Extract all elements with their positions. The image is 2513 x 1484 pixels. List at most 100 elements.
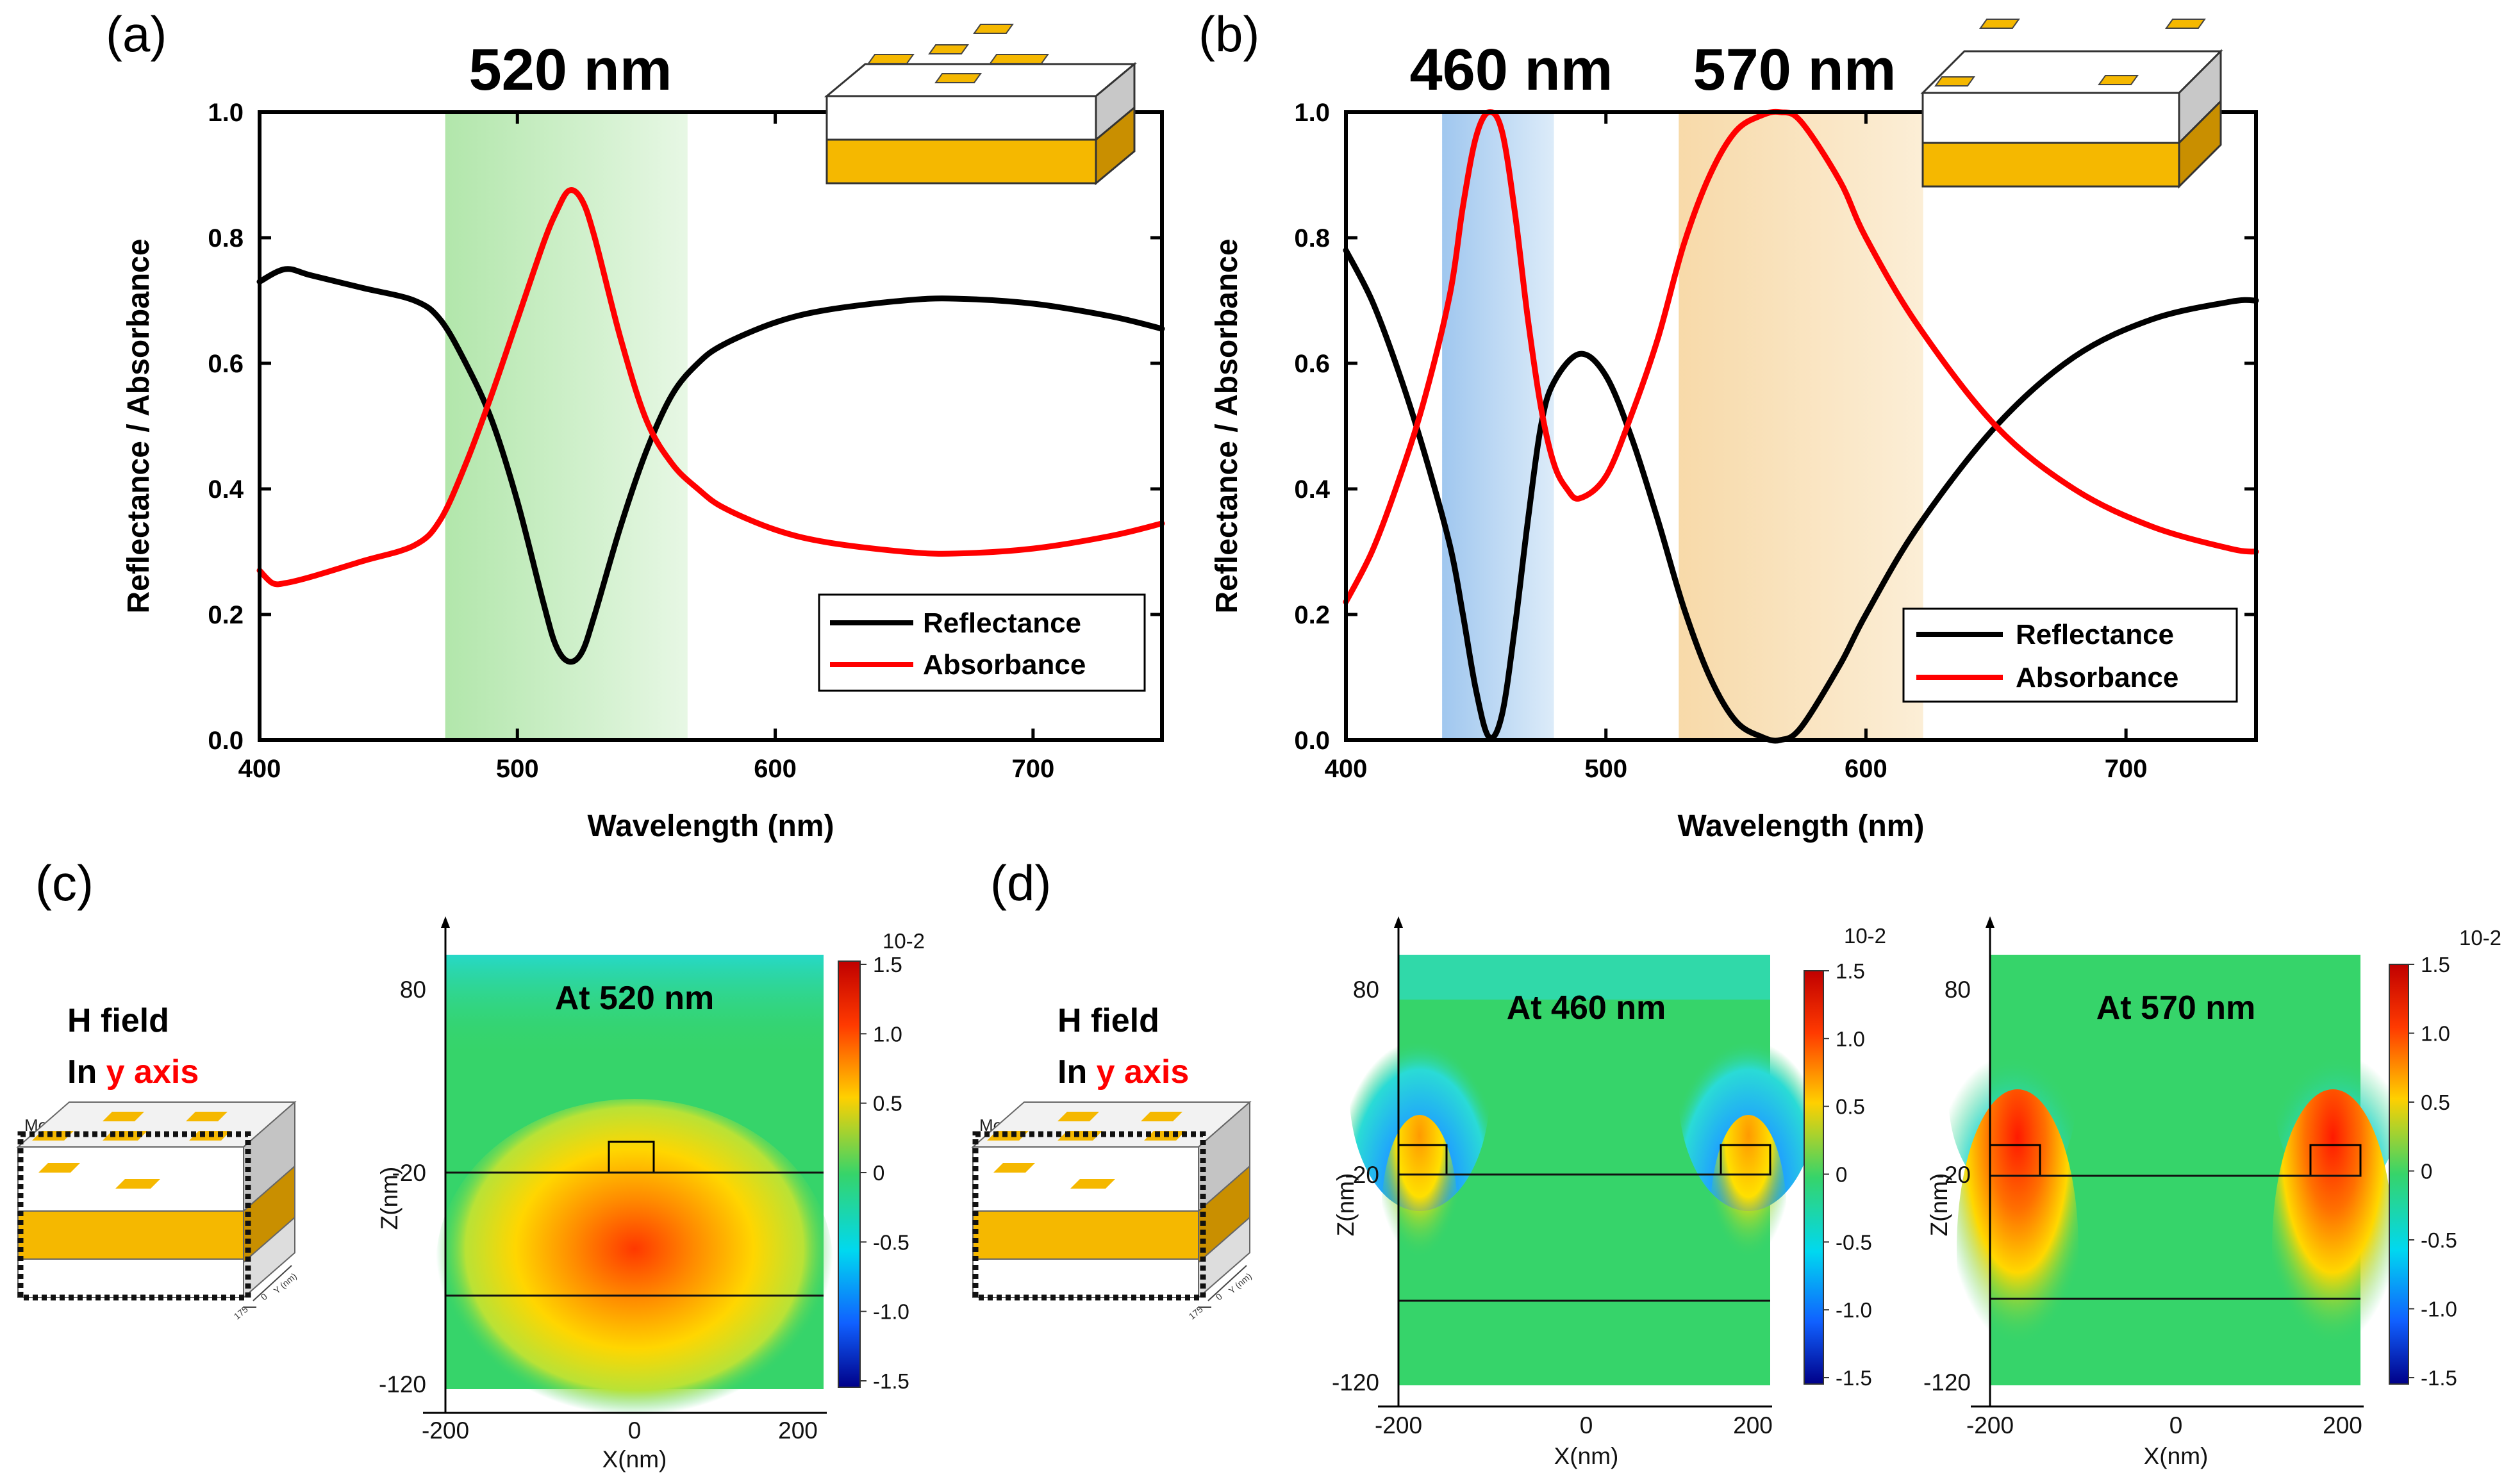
panel-d-schematic: H field In y axis Monitor 175 0 Y (nm) — [971, 1002, 1254, 1321]
field-map-c-colorbar-tick-2: 0.5 — [873, 1092, 902, 1116]
chart-b-ytick-label-5: 1.0 — [1294, 99, 1330, 127]
panel-c-axis-prefix: In — [67, 1053, 106, 1091]
chart-a-ticks: 400 500 600 700 0.0 0.2 0.4 0.6 0.8 1.0 — [208, 99, 1162, 783]
field-map-d1-colorbar-tick-6: -1.5 — [1836, 1366, 1872, 1390]
field-map-d2-colorbar — [2389, 964, 2409, 1385]
chart-a-series — [256, 187, 1165, 665]
chart-a-ytick-label-4: 0.8 — [208, 224, 244, 252]
panel-c-axis-name: y axis — [106, 1053, 199, 1091]
field-map-d1: At 460 nm 80 -20 -120 -200 0 200 X(nm) Z… — [1332, 916, 1886, 1469]
field-map-d2-x-tick-minus200: -200 — [1966, 1412, 2014, 1439]
panel-d-axis-label: In y axis — [1057, 1053, 1189, 1091]
chart-b-ticks: 400 500 600 700 0.0 0.2 0.4 0.6 0.8 1.0 — [1294, 99, 2256, 783]
field-map-d2-title: At 570 nm — [2096, 989, 2256, 1026]
panel-label-a: (a) — [106, 6, 167, 62]
chart-b-xtick-label-600: 600 — [1845, 755, 1887, 783]
field-map-d2-red-left — [1957, 1089, 2078, 1410]
chart-b-xtick-label-500: 500 — [1584, 755, 1627, 783]
chart-b-line-reflectance — [1343, 247, 2259, 744]
field-map-d1-colorbar-tick-5: -1.0 — [1836, 1298, 1872, 1322]
chart-a-xtick-label-700: 700 — [1011, 755, 1054, 783]
panel-c-h-field-label: H field — [67, 1002, 169, 1039]
chart-b-ytick-label-0: 0.0 — [1294, 727, 1330, 755]
field-map-d1-x-tick-minus200: -200 — [1375, 1412, 1422, 1439]
chart-a-ytick-label-5: 1.0 — [208, 99, 244, 127]
field-map-c-z-tick-minus120: -120 — [379, 1371, 426, 1397]
field-map-d1-zlabel: Z(nm) — [1332, 1173, 1359, 1237]
field-map-d1-colorbar-ticks: 1.5 1.0 0.5 0 -0.5 -1.0 -1.5 — [1823, 959, 1872, 1390]
field-map-d2-colorbar-tick-3: 0 — [2421, 1160, 2432, 1183]
field-map-c-colorbar-exponent: 10-2 — [883, 929, 925, 953]
field-map-d2-z-tick-80: 80 — [1945, 977, 1971, 1003]
field-map-d2: At 570 nm 80 -20 -120 -200 0 200 X(nm) Z… — [1923, 916, 2501, 1469]
chart-a-xtick-label-500: 500 — [496, 755, 539, 783]
field-map-c-x-tick-200: 200 — [778, 1417, 818, 1444]
chart-b-legend-box — [1902, 607, 2238, 703]
panel-c-monitor-box — [17, 1131, 251, 1301]
chart-b-xlabel: Wavelength (nm) — [1678, 809, 1925, 843]
field-map-d2-z-tick-minus20: -20 — [1937, 1162, 1971, 1188]
chart-b-xtick-label-400: 400 — [1325, 755, 1368, 783]
field-map-d2-colorbar-ticks: 1.5 1.0 0.5 0 -0.5 -1.0 -1.5 — [2408, 953, 2457, 1390]
chart-b-structure-schematic — [1920, 19, 2223, 189]
field-map-d1-blue-left — [1349, 968, 1490, 1211]
chart-b-band1-label: 460 nm — [1409, 37, 1613, 103]
field-map-d2-colorbar-tick-4: -0.5 — [2421, 1228, 2457, 1252]
panel-label-c: (c) — [35, 855, 94, 911]
field-map-d1-colorbar-tick-4: -0.5 — [1836, 1230, 1872, 1254]
chart-a-ytick-label-3: 0.6 — [208, 350, 244, 378]
chart-a-xlabel: Wavelength (nm) — [588, 809, 834, 843]
chart-b-ytick-label-3: 0.6 — [1294, 350, 1330, 378]
field-map-c-x-tick-minus200: -200 — [422, 1417, 469, 1444]
field-map-d2-x-tick-0: 0 — [2169, 1412, 2183, 1439]
field-map-d1-xlabel: X(nm) — [1554, 1443, 1619, 1469]
chart-b-frame — [1344, 110, 2258, 742]
panel-d-axis-y: Y (nm) — [1227, 1271, 1254, 1296]
field-map-d1-colorbar-exponent: 10-2 — [1844, 924, 1886, 948]
chart-a-legend-absorbance: Absorbance — [923, 649, 1086, 680]
field-map-d1-colorbar — [1804, 970, 1824, 1385]
field-map-c-colorbar-tick-5: -1.0 — [873, 1300, 909, 1324]
chart-b-legend-absorbance: Absorbance — [2016, 662, 2178, 693]
chart-b-legend: Reflectance Absorbance — [1902, 607, 2238, 703]
chart-a-ytick-label-2: 0.4 — [208, 475, 244, 504]
chart-b-bands — [1442, 112, 1923, 740]
field-map-c-colorbar-ticks: 1.5 1.0 0.5 0 -0.5 -1.0 -1.5 — [860, 953, 909, 1393]
field-map-d2-colorbar-tick-1: 1.0 — [2421, 1022, 2450, 1046]
field-map-d2-red-right — [2272, 1089, 2394, 1410]
field-map-c-colorbar — [838, 960, 861, 1388]
panel-d-axis-prefix: In — [1057, 1053, 1097, 1091]
field-map-c-xlabel: X(nm) — [602, 1446, 667, 1472]
field-map-c-colorbar-tick-3: 0 — [873, 1161, 884, 1185]
chart-a-line-reflectance — [256, 266, 1165, 665]
chart-a-legend: Reflectance Absorbance — [818, 593, 1146, 692]
chart-a-xtick-label-600: 600 — [754, 755, 797, 783]
field-map-c-zlabel: Z(nm) — [376, 1167, 402, 1230]
field-map-d1-warm-right — [1710, 1115, 1787, 1320]
chart-a-xtick-label-400: 400 — [238, 755, 281, 783]
field-map-c-colorbar-tick-0: 1.5 — [873, 953, 902, 977]
field-map-d1-colorbar-tick-0: 1.5 — [1836, 959, 1865, 983]
field-map-d1-x-tick-0: 0 — [1580, 1412, 1593, 1439]
field-map-c-colorbar-tick-4: -0.5 — [873, 1230, 909, 1254]
panel-label-b: (b) — [1198, 6, 1259, 62]
chart-a-ytick-label-1: 0.2 — [208, 601, 244, 629]
field-map-d1-z-tick-minus120: -120 — [1332, 1369, 1379, 1396]
field-map-d1-z-tick-80: 80 — [1353, 977, 1379, 1003]
field-map-d2-xlabel: X(nm) — [2144, 1443, 2209, 1469]
field-map-d1-warm-left — [1381, 1115, 1458, 1320]
chart-b-ytick-label-1: 0.2 — [1294, 601, 1330, 629]
chart-b-band-0 — [1442, 112, 1554, 740]
field-map-d2-colorbar-exponent: 10-2 — [2459, 926, 2501, 950]
chart-a: 400 500 600 700 0.0 0.2 0.4 0.6 0.8 1.0 520 nm Wa… — [122, 24, 1165, 843]
chart-b-ytick-label-2: 0.4 — [1294, 475, 1330, 504]
chart-a-frame — [258, 110, 1164, 742]
field-map-d2-zlabel: Z(nm) — [1926, 1173, 1952, 1237]
field-map-d1-blue-right — [1678, 968, 1819, 1211]
field-map-c: At 520 nm 80 -20 -120 -200 0 200 X(nm) Z… — [376, 916, 925, 1472]
chart-a-ylabel: Reflectance / Absorbance — [122, 238, 156, 613]
chart-a-ytick-label-0: 0.0 — [208, 727, 244, 755]
panel-c-axis-label: In y axis — [67, 1053, 199, 1091]
chart-a-legend-box — [818, 593, 1146, 692]
